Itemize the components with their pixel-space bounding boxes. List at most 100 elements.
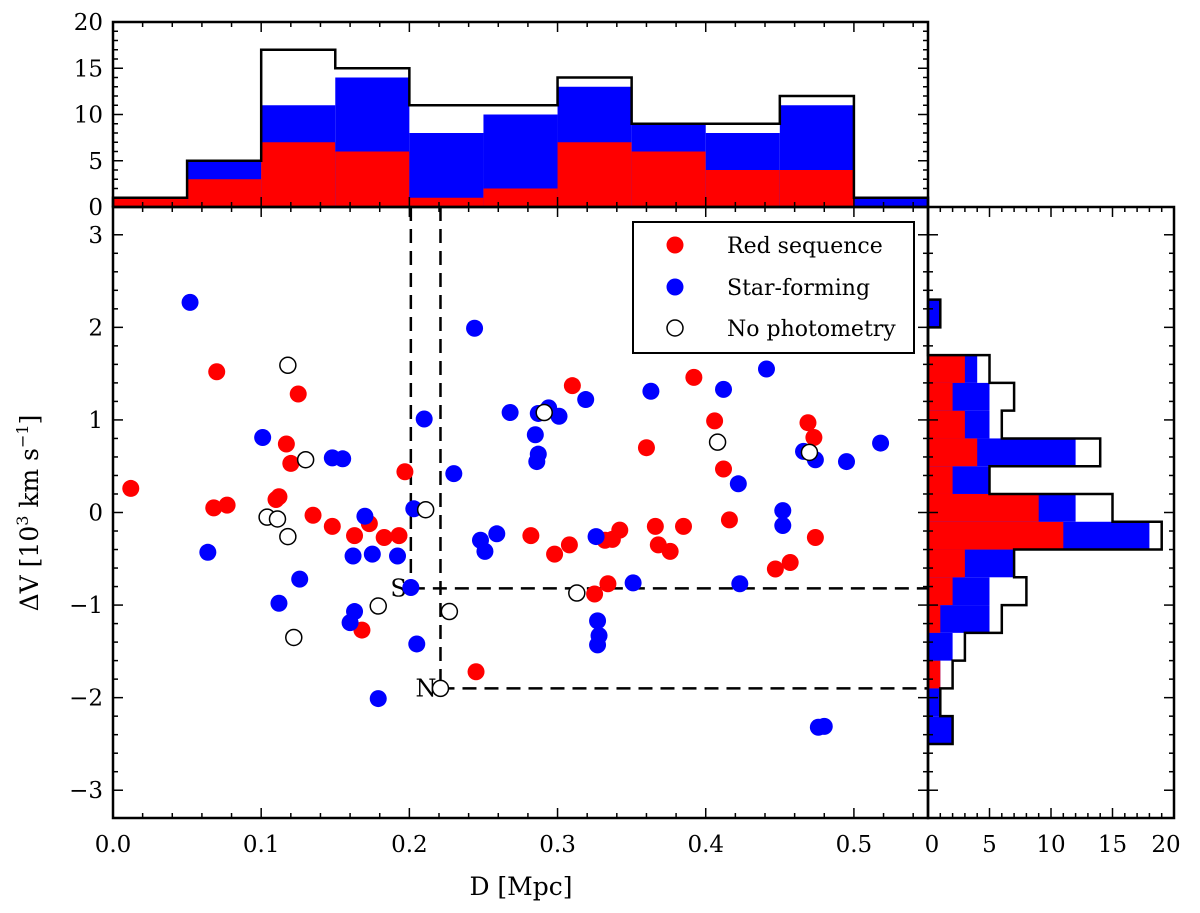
data-point-star-forming (642, 382, 660, 400)
data-point-star-forming (270, 594, 288, 612)
right-hist-bar-red (928, 438, 978, 467)
right-hist-bar-red (928, 493, 1039, 522)
top-hist-y-tick-label: 0 (88, 195, 103, 221)
data-point-red-sequence (675, 517, 692, 535)
data-point-red-sequence (806, 528, 824, 546)
data-point-no-photometry (268, 510, 287, 528)
data-point-red-sequence (646, 517, 664, 535)
data-point-star-forming (291, 570, 309, 588)
right-hist-x-tick-label: 15 (1098, 832, 1127, 858)
data-point-star-forming (757, 360, 775, 378)
data-point-red-sequence (218, 496, 236, 514)
data-point-no-photometry (369, 597, 387, 615)
top-histogram (111, 48, 930, 207)
right-hist-bar-starforming (928, 299, 941, 328)
y-tick-label: 3 (88, 223, 103, 249)
x-tick-label: 0.3 (539, 832, 576, 858)
right-hist-bar-red (928, 660, 941, 689)
data-point-no-photometry (568, 584, 586, 602)
data-point-red-sequence (805, 429, 823, 447)
data-point-red-sequence (289, 385, 307, 403)
data-point-star-forming (344, 547, 362, 565)
data-point-red-sequence (304, 506, 322, 524)
data-point-star-forming (199, 543, 217, 561)
data-point-star-forming (729, 475, 747, 493)
data-point-no-photometry (431, 679, 450, 698)
legend-marker-red (666, 236, 684, 254)
top-hist-bar-red (409, 197, 484, 207)
top-hist-y-tick-label: 15 (74, 56, 103, 82)
legend-label-red: Red sequence (727, 234, 883, 259)
top-hist-y-tick-label: 20 (74, 10, 103, 36)
legend-label-starforming: Star-forming (727, 276, 870, 301)
data-point-star-forming (369, 690, 387, 708)
x-tick-label: 0.4 (687, 832, 724, 858)
x-axis-label: D [Mpc] (469, 872, 572, 901)
reference-label-s: S (390, 574, 406, 602)
top-hist-bar-red (557, 142, 632, 207)
data-point-red-sequence (390, 527, 408, 545)
right-hist-bar-starforming (928, 688, 941, 717)
data-point-no-photometry (800, 443, 819, 462)
scatter-panel: SN (122, 207, 928, 736)
data-point-star-forming (346, 603, 364, 621)
top-hist-bar-red (187, 179, 262, 207)
top-hist-bar-red (705, 170, 780, 207)
data-point-star-forming (550, 407, 568, 425)
y-tick-label: 1 (88, 408, 103, 434)
data-point-star-forming (334, 450, 352, 468)
data-point-red-sequence (685, 368, 703, 386)
y-axis-label: ΔV [103 km s−1] (13, 415, 44, 612)
reference-label-n: N (415, 674, 436, 702)
y-tick-label: −3 (69, 778, 103, 804)
top-hist-y-tick-label: 5 (88, 149, 103, 175)
legend: Red sequence Star-forming No photometry (632, 221, 915, 354)
data-point-no-photometry (279, 527, 297, 546)
data-point-red-sequence (375, 528, 393, 546)
data-point-red-sequence (706, 412, 724, 430)
data-point-star-forming (254, 429, 272, 447)
right-hist-bar-red (928, 549, 965, 578)
data-point-star-forming (589, 612, 607, 630)
y-tick-label: −1 (69, 593, 103, 619)
right-hist-bar-red (928, 355, 965, 383)
data-point-red-sequence (122, 479, 140, 497)
data-point-star-forming (838, 453, 855, 471)
top-hist-bar-starforming (409, 133, 484, 207)
top-hist-bar-red (631, 151, 706, 207)
data-point-star-forming (624, 574, 642, 592)
data-point-red-sequence (599, 575, 617, 593)
data-point-star-forming (774, 516, 792, 534)
x-tick-label: 0.0 (95, 832, 132, 858)
data-point-star-forming (445, 465, 463, 483)
data-point-red-sequence (586, 585, 604, 603)
right-hist-bar-red (928, 382, 953, 411)
data-point-red-sequence (323, 517, 341, 535)
data-point-red-sequence (560, 536, 578, 554)
data-point-star-forming (356, 507, 374, 525)
data-point-no-photometry (416, 500, 435, 519)
y-tick-label: 0 (88, 501, 103, 527)
data-point-star-forming (587, 528, 605, 546)
top-hist-bar-red (113, 197, 188, 207)
right-hist-x-tick-label: 5 (982, 832, 997, 858)
right-hist-x-tick-label: 0 (925, 832, 940, 858)
right-hist-total-outline (926, 298, 1163, 746)
data-point-star-forming (389, 547, 407, 565)
data-point-star-forming (408, 635, 426, 653)
right-hist-bar-red (928, 605, 941, 633)
data-point-no-photometry (708, 433, 727, 451)
data-point-red-sequence (715, 460, 733, 478)
right-hist-bar-red (928, 466, 953, 494)
right-hist-bar-starforming (928, 716, 953, 744)
data-point-red-sequence (781, 553, 799, 571)
data-point-star-forming (466, 319, 484, 337)
data-point-red-sequence (546, 545, 564, 563)
data-point-red-sequence (205, 499, 223, 517)
data-point-red-sequence (270, 488, 288, 506)
data-point-star-forming (872, 434, 890, 452)
top-hist-y-tick-label: 10 (74, 103, 103, 129)
data-point-star-forming (577, 391, 595, 409)
